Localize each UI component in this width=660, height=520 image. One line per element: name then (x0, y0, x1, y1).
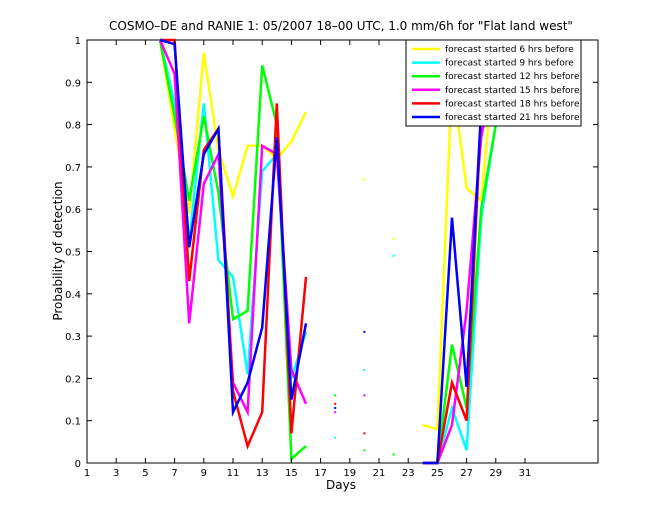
series-6-point-1 (334, 407, 337, 410)
x-tick-label: 29 (489, 468, 502, 479)
y-tick-label: 0.9 (65, 78, 81, 89)
x-tick-label: 3 (113, 468, 119, 479)
y-tick-label: 0.3 (65, 332, 81, 343)
y-tick-label: 0.8 (65, 121, 81, 132)
series-5-point-1 (334, 402, 337, 405)
legend: forecast started 6 hrs before forecast st… (405, 39, 582, 127)
series-6-line-1 (159, 38, 308, 418)
series-3-point-1 (334, 394, 337, 397)
series-4-point-1 (334, 411, 337, 414)
chart-title: COSMO–DE and RANIE 1: 05/2007 18–00 UTC,… (109, 19, 573, 33)
y-tick-label: 0.5 (65, 248, 81, 259)
x-tick-label: 23 (402, 468, 415, 479)
x-tick-label: 7 (171, 468, 177, 479)
x-tick-label: 21 (373, 468, 386, 479)
y-tick-label: 0.2 (65, 374, 81, 385)
y-tick-label: 0.6 (65, 205, 81, 216)
x-tick-label: 11 (227, 468, 240, 479)
x-tick-label: 17 (314, 468, 327, 479)
y-tick-label: 0 (75, 459, 81, 470)
x-tick-label: 31 (519, 468, 532, 479)
series-2-point-2 (363, 368, 366, 371)
axes-layer: 1 3 5 7 9 11 13 15 17 19 21 23 25 27 29 3100.10.20.30.4… (65, 36, 598, 479)
legend-label-2: forecast started 9 hrs before (445, 59, 574, 69)
x-tick-label: 13 (256, 468, 269, 479)
y-tick-label: 1 (75, 36, 81, 47)
series-2-point-3 (392, 254, 395, 257)
y-tick-label: 0.1 (65, 417, 81, 428)
x-tick-label: 19 (343, 468, 356, 479)
y-tick-label: 0.4 (65, 290, 81, 301)
legend-label-4: forecast started 15 hrs before (445, 86, 580, 96)
x-tick-label: 25 (431, 468, 444, 479)
y-tick-label: 0.7 (65, 163, 81, 174)
series-5-point-2 (363, 432, 366, 435)
series-1-line-2 (422, 39, 498, 431)
x-tick-label: 1 (84, 468, 90, 479)
series-3-point-3 (392, 453, 395, 456)
series-1-point-1 (363, 178, 366, 181)
series-3-point-2 (363, 449, 366, 452)
legend-label-1: forecast started 6 hrs before (445, 45, 574, 55)
x-tick-label: 27 (460, 468, 473, 479)
series-4-point-2 (363, 394, 366, 397)
x-tick-label: 5 (142, 468, 148, 479)
series-6-point-2 (363, 330, 366, 333)
series-2-point-1 (334, 436, 337, 439)
x-tick-label: 9 (201, 468, 207, 479)
x-axis-label: Days (326, 478, 356, 492)
legend-box (405, 39, 582, 127)
legend-label-6: forecast started 21 hrs before (445, 113, 580, 123)
legend-label-5: forecast started 18 hrs before (445, 99, 580, 109)
y-axis-label: Probability of detection (51, 181, 65, 320)
legend-label-3: forecast started 12 hrs before (445, 72, 580, 82)
series-1-point-2 (392, 237, 395, 240)
x-tick-label: 15 (285, 468, 298, 479)
